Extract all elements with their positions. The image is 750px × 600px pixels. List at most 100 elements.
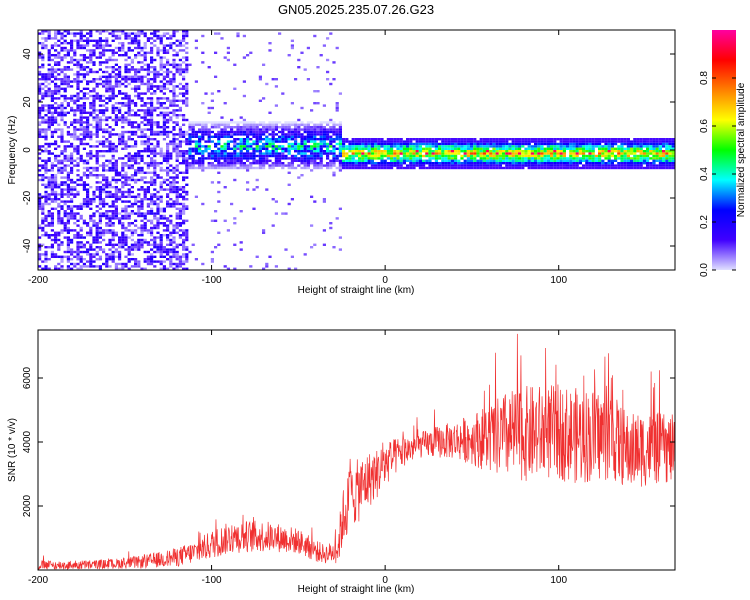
- heatmap-cell: [454, 162, 458, 165]
- heatmap-cell: [562, 159, 566, 162]
- heatmap-cell: [60, 37, 64, 40]
- heatmap-cell: [322, 133, 326, 136]
- heatmap-cell: [156, 99, 160, 102]
- heatmap-cell: [182, 75, 186, 78]
- heatmap-cell: [159, 255, 163, 258]
- heatmap-cell: [620, 150, 624, 153]
- heatmap-cell: [162, 70, 166, 74]
- heatmap-cell: [50, 152, 54, 155]
- heatmap-cell: [476, 147, 480, 150]
- heatmap-cell: [646, 164, 650, 167]
- heatmap-cell: [217, 164, 221, 167]
- heatmap-cell: [86, 135, 90, 138]
- heatmap-cell: [393, 152, 397, 155]
- heatmap-cell: [246, 157, 250, 160]
- heatmap-cell: [162, 152, 166, 155]
- heatmap-cell: [166, 174, 170, 177]
- heatmap-cell: [105, 123, 109, 126]
- heatmap-cell: [108, 97, 112, 100]
- heatmap-cell: [150, 97, 154, 100]
- heatmap-cell: [671, 166, 675, 170]
- heatmap-cell: [111, 169, 115, 172]
- heatmap-cell: [662, 164, 666, 167]
- heatmap-cell: [169, 265, 173, 268]
- heatmap-cell: [582, 140, 586, 143]
- heatmap-cell: [188, 121, 192, 124]
- heatmap-cell: [310, 109, 314, 112]
- heatmap-cell: [150, 56, 154, 59]
- heatmap-cell: [172, 248, 176, 251]
- heatmap-cell: [150, 181, 154, 184]
- heatmap-cell: [63, 123, 67, 126]
- heatmap-cell: [217, 121, 221, 124]
- heatmap-cell: [54, 255, 58, 258]
- heatmap-cell: [553, 138, 557, 141]
- heatmap-cell: [476, 142, 480, 146]
- heatmap-cell: [223, 147, 227, 150]
- heatmap-cell: [601, 166, 605, 170]
- heatmap-cell: [297, 159, 301, 162]
- heatmap-cell: [252, 166, 256, 170]
- heatmap-cell: [57, 267, 61, 270]
- heatmap-cell: [38, 114, 42, 117]
- heatmap-cell: [140, 231, 144, 234]
- heatmap-cell: [146, 85, 150, 88]
- heatmap-cell: [108, 66, 112, 69]
- heatmap-cell: [57, 30, 61, 33]
- heatmap-cell: [70, 248, 74, 251]
- heatmap-cell: [252, 121, 256, 124]
- heatmap-cell: [166, 229, 170, 232]
- heatmap-cell: [191, 121, 195, 124]
- heatmap-cell: [54, 267, 58, 270]
- heatmap-cell: [66, 176, 70, 179]
- heatmap-cell: [82, 56, 86, 59]
- heatmap-cell: [54, 106, 58, 110]
- heatmap-cell: [380, 162, 384, 165]
- heatmap-cell: [146, 123, 150, 126]
- heatmap-cell: [127, 222, 131, 225]
- heatmap-cell: [143, 150, 147, 153]
- heatmap-cell: [79, 265, 83, 268]
- heatmap-cell: [159, 90, 163, 93]
- heatmap-cell: [159, 210, 163, 213]
- heatmap-cell: [626, 152, 630, 155]
- heatmap-cell: [370, 142, 374, 146]
- heatmap-cell: [54, 30, 58, 33]
- heatmap-cell: [134, 243, 138, 246]
- heatmap-cell: [127, 176, 131, 179]
- heatmap-cell: [108, 224, 112, 227]
- heatmap-cell: [271, 126, 275, 129]
- heatmap-cell: [326, 157, 330, 160]
- heatmap-cell: [121, 169, 125, 172]
- heatmap-cell: [441, 138, 445, 141]
- heatmap-cell: [79, 205, 83, 208]
- heatmap-cell: [630, 140, 634, 143]
- heatmap-cell: [60, 222, 64, 225]
- heatmap-cell: [41, 118, 45, 122]
- heatmap-cell: [82, 171, 86, 174]
- heatmap-cell: [300, 51, 304, 54]
- heatmap-cell: [38, 157, 42, 160]
- heatmap-cell: [380, 140, 384, 143]
- heatmap-cell: [54, 118, 58, 122]
- heatmap-cell: [271, 130, 275, 134]
- heatmap-cell: [44, 260, 48, 263]
- heatmap-cell: [105, 176, 109, 179]
- heatmap-cell: [134, 140, 138, 143]
- heatmap-cell: [569, 159, 573, 162]
- heatmap-cell: [230, 162, 234, 165]
- heatmap-cell: [162, 111, 166, 114]
- heatmap-cell: [402, 157, 406, 160]
- heatmap-cell: [121, 142, 125, 146]
- heatmap-cell: [156, 219, 160, 222]
- heatmap-cell: [374, 162, 378, 165]
- heatmap-cell: [527, 159, 531, 162]
- heatmap-cell: [153, 183, 157, 186]
- heatmap-cell: [358, 138, 362, 141]
- heatmap-cell: [127, 195, 131, 198]
- heatmap-cell: [156, 246, 160, 249]
- heatmap-cell: [386, 140, 390, 143]
- heatmap-cell: [60, 166, 64, 170]
- heatmap-cell: [50, 222, 54, 225]
